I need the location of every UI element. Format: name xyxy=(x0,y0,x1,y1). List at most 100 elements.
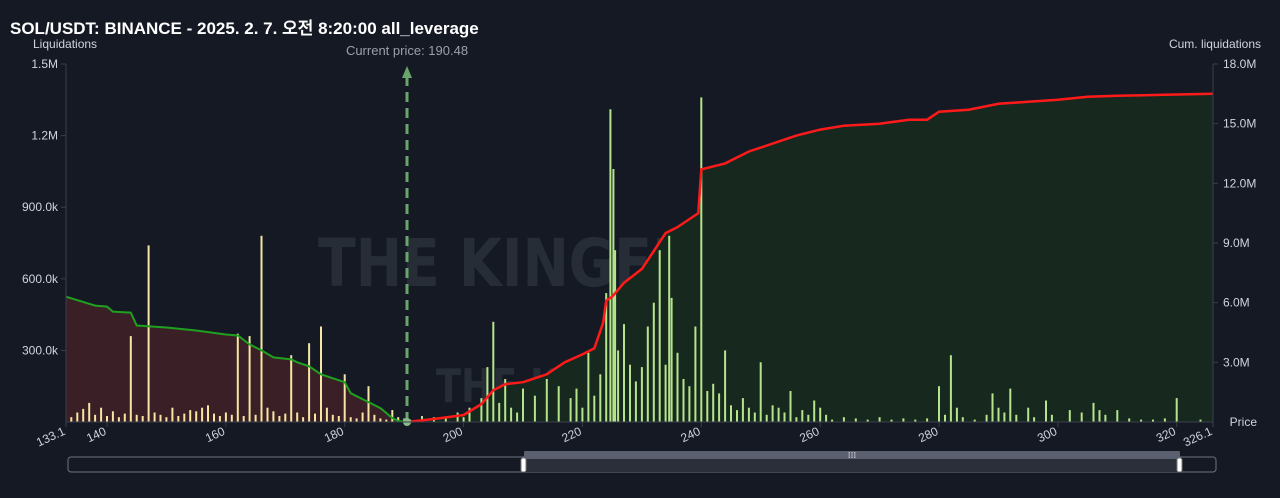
right-tick-label: 3.0M xyxy=(1223,355,1250,369)
short-liquidation-bar xyxy=(676,352,679,422)
short-liquidation-bar xyxy=(670,297,673,422)
short-liquidation-bar xyxy=(557,386,560,422)
long-liquidation-bar xyxy=(260,235,263,422)
chart-title: SOL/USDT: BINANCE - 2025. 2. 7. 오전 8:20:… xyxy=(10,19,479,38)
short-liquidation-bar xyxy=(926,418,929,422)
long-liquidation-bar xyxy=(100,407,103,422)
long-liquidation-bar xyxy=(224,412,227,422)
long-liquidation-bar xyxy=(361,412,364,422)
long-liquidation-bar xyxy=(76,412,79,422)
long-liquidation-bar xyxy=(272,411,275,422)
short-liquidation-bar xyxy=(629,364,631,422)
short-liquidation-bar xyxy=(759,362,762,422)
short-liquidation-bar xyxy=(421,416,423,422)
short-liquidation-bar xyxy=(854,418,857,422)
short-liquidation-bar xyxy=(1128,418,1131,422)
short-liquidation-bar xyxy=(706,391,709,422)
left-tick-label: 1.5M xyxy=(31,57,58,71)
short-liquidation-bar xyxy=(599,374,602,422)
long-liquidation-bar xyxy=(314,413,316,422)
short-liquidation-bar xyxy=(878,417,881,422)
long-liquidation-bar xyxy=(159,414,162,422)
short-liquidation-bar xyxy=(866,419,869,422)
long-liquidation-bar xyxy=(266,407,269,422)
navigator-selection[interactable] xyxy=(524,457,1180,472)
short-liquidation-bar xyxy=(688,386,691,422)
short-liquidation-bar xyxy=(545,379,548,422)
short-liquidation-bar xyxy=(753,412,756,422)
x-axis-ticks: 133.1 140 160 180 200 220 240 260 280 300 320 326.1 xyxy=(34,422,1215,449)
short-liquidation-bar xyxy=(1092,402,1095,422)
x-tick-label: 140 xyxy=(84,424,108,445)
long-liquidation-bar xyxy=(106,416,108,422)
scrollbar-grip-icon[interactable]: ⁞⁞⁞ xyxy=(848,451,857,461)
short-liquidation-bar xyxy=(765,414,768,422)
short-liquidation-bar xyxy=(581,407,584,422)
long-liquidation-bar xyxy=(117,417,120,422)
long-liquidation-bar xyxy=(201,407,204,422)
short-liquidation-bar xyxy=(789,391,792,422)
long-liquidation-bar xyxy=(207,405,209,422)
right-tick-label: 12.0M xyxy=(1223,176,1256,190)
navigator-scrollbar[interactable] xyxy=(524,451,1180,459)
navigator-right-handle[interactable] xyxy=(1176,457,1183,473)
long-cum-line xyxy=(65,295,408,423)
left-tick-label: 600.0k xyxy=(22,272,59,286)
long-liquidation-bar xyxy=(147,245,150,422)
short-liquidation-bar xyxy=(640,367,643,422)
long-liquidation-bar xyxy=(379,418,382,422)
short-liquidation-bar xyxy=(741,398,744,422)
short-liquidation-bar xyxy=(462,417,465,422)
x-axis-title: Price xyxy=(1230,415,1258,429)
short-liquidation-bar xyxy=(700,97,703,423)
long-liquidation-bar xyxy=(254,414,257,422)
short-liquidation-bar xyxy=(1140,419,1143,422)
short-liquidation-bar xyxy=(813,400,816,422)
long-liquidation-bar xyxy=(331,414,334,422)
short-liquidation-bar xyxy=(890,419,893,422)
long-liquidation-bar xyxy=(367,386,370,422)
short-liquidation-bar xyxy=(682,379,685,422)
short-liquidation-bar xyxy=(623,324,625,422)
long-liquidation-bar xyxy=(195,411,198,422)
long-liquidation-bar xyxy=(213,413,215,422)
long-liquidation-bar xyxy=(337,416,340,422)
short-liquidation-bar xyxy=(955,407,958,422)
short-liquidation-bar xyxy=(646,326,649,422)
long-liquidation-bar xyxy=(94,414,97,422)
short-liquidation-bar xyxy=(668,235,671,422)
short-liquidation-bar xyxy=(819,407,822,422)
short-liquidation-bar xyxy=(807,414,810,422)
short-liquidation-bar xyxy=(1163,418,1166,422)
long-liquidation-bar xyxy=(391,410,394,422)
x-tick-label: 320 xyxy=(1154,424,1178,445)
short-liquidation-bar xyxy=(1027,407,1030,422)
current-price-label: Current price: 190.48 xyxy=(346,43,468,58)
short-liquidation-bar xyxy=(609,109,612,423)
range-navigator[interactable]: ⁞⁞⁞ xyxy=(67,451,1217,473)
short-liquidation-bar xyxy=(498,402,501,422)
long-liquidation-bar xyxy=(302,417,305,422)
long-cum-area xyxy=(66,296,408,422)
left-tick-label: 1.2M xyxy=(31,129,58,143)
short-liquidation-bar xyxy=(617,350,620,422)
right-tick-label: 15.0M xyxy=(1223,117,1256,131)
short-liquidation-bar xyxy=(492,321,495,422)
long-liquidation-bar xyxy=(296,412,299,422)
long-liquidation-bar xyxy=(397,417,400,422)
navigator-left-handle[interactable] xyxy=(520,457,527,473)
long-liquidation-bar xyxy=(242,416,245,422)
short-liquidation-bar xyxy=(902,418,905,422)
short-liquidation-bar xyxy=(724,350,727,422)
long-liquidation-bar xyxy=(325,407,328,422)
long-liquidation-bar xyxy=(165,417,168,422)
short-liquidation-bar xyxy=(985,414,988,422)
long-liquidation-bar xyxy=(141,416,144,422)
cumulative-lines xyxy=(65,92,1214,424)
long-liquidation-bar xyxy=(177,416,180,422)
short-liquidation-bar xyxy=(783,412,786,422)
short-liquidation-bar xyxy=(1080,412,1083,422)
short-liquidation-bar xyxy=(516,412,519,422)
long-liquidation-bar xyxy=(236,333,239,422)
